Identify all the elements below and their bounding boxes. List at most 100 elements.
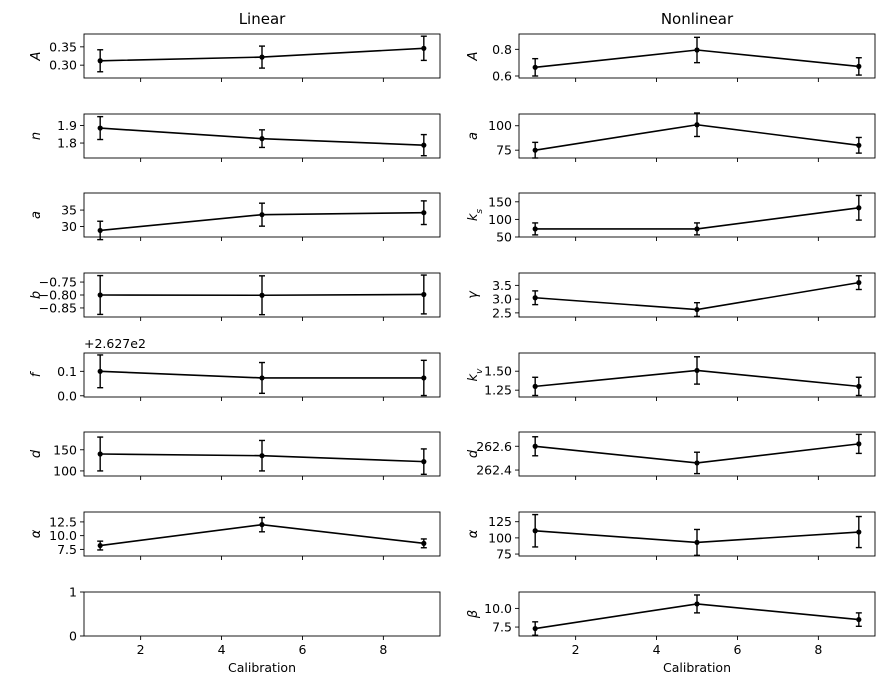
data-point xyxy=(421,540,427,546)
data-point xyxy=(694,460,700,466)
y-tick-label: 1.50 xyxy=(484,364,512,379)
y-tick-label: 2.5 xyxy=(492,305,512,320)
axes-frame xyxy=(83,431,441,477)
y-tick-label: 0.1 xyxy=(57,364,77,379)
y-tick-label: 10.0 xyxy=(484,601,512,616)
panel-nonlinear-4: 2.53.03.5 γ xyxy=(466,272,876,321)
x-axis-label: Calibration xyxy=(663,660,731,675)
y-tick-label: 50 xyxy=(496,230,512,245)
axes-frame xyxy=(518,352,876,398)
y-tick-label: 100 xyxy=(488,118,512,133)
y-tick-label: 0.8 xyxy=(492,42,512,57)
panel-linear-6: 100 150 d xyxy=(29,431,441,480)
data-point xyxy=(856,383,862,389)
panel-nonlinear-8: 7.5 10.0 2 4 6 8 Calibration β xyxy=(466,591,876,675)
data-point xyxy=(694,122,700,128)
y-axis-label: d xyxy=(29,449,44,458)
y-tick-label: 3.0 xyxy=(492,292,512,307)
x-tick-label: 4 xyxy=(218,642,226,657)
panel-linear-2: 1.8 1.9 n xyxy=(29,113,441,162)
y-tick-label: 75 xyxy=(496,143,512,158)
x-tick-label: 2 xyxy=(572,642,580,657)
data-point xyxy=(259,292,265,298)
y-tick-label: 30 xyxy=(61,219,77,234)
y-tick-label: 1.25 xyxy=(484,383,512,398)
x-axis-label: Calibration xyxy=(228,660,296,675)
y-tick-label: 35 xyxy=(61,203,77,218)
panel-nonlinear-2: 75 100 a xyxy=(466,112,876,162)
data-point xyxy=(532,383,538,389)
data-point xyxy=(259,54,265,60)
data-point xyxy=(532,625,538,632)
data-point xyxy=(856,142,862,148)
panel-linear-4: −0.85−0.80−0.75b xyxy=(29,272,441,321)
y-tick-label: 1.9 xyxy=(57,118,77,133)
y-tick-label: 7.5 xyxy=(492,620,512,635)
data-point xyxy=(856,616,862,623)
data-point xyxy=(97,368,103,374)
data-point xyxy=(97,542,103,549)
panel-linear-7: 7.510.012.5 α xyxy=(29,511,441,560)
y-tick-label: 100 xyxy=(488,530,512,545)
panel-nonlinear-1: 0.6 0.8 A xyxy=(466,33,876,84)
data-point xyxy=(259,136,265,142)
axes-frame xyxy=(83,113,441,159)
data-point xyxy=(421,142,427,148)
data-point xyxy=(532,226,538,232)
x-tick-label: 6 xyxy=(298,642,306,657)
data-point xyxy=(421,45,427,51)
y-tick-label: 262.6 xyxy=(476,439,512,454)
y-tick-label: 262.4 xyxy=(476,463,512,478)
data-point xyxy=(856,205,862,211)
y-tick-label: 125 xyxy=(488,514,512,529)
y-axis-label: α xyxy=(466,529,481,538)
y-tick-label: 100 xyxy=(53,463,77,478)
data-point xyxy=(532,528,538,534)
data-point xyxy=(694,601,700,607)
data-point xyxy=(421,459,427,465)
y-axis-label: a xyxy=(29,211,44,219)
data-point xyxy=(532,147,538,153)
data-point xyxy=(856,280,862,286)
y-tick-label: 0.6 xyxy=(492,69,512,84)
data-point xyxy=(532,443,538,449)
y-axis-label: γ xyxy=(466,290,481,299)
x-tick-label: 4 xyxy=(653,642,661,657)
panel-linear-1: 0.30 0.35 A xyxy=(29,33,441,82)
data-point xyxy=(694,367,700,374)
y-tick-label: 0.30 xyxy=(49,58,77,73)
data-point xyxy=(694,47,700,53)
y-axis-label: β xyxy=(466,610,481,619)
data-point xyxy=(532,295,538,301)
data-point xyxy=(532,64,538,70)
y-tick-label: −0.75 xyxy=(39,275,77,290)
data-point xyxy=(421,375,427,381)
panel-linear-8: 0 1 2 4 6 8 Calibration xyxy=(69,585,441,675)
axes-frame xyxy=(83,352,441,398)
data-point xyxy=(856,529,862,535)
y-tick-label: 3.5 xyxy=(492,278,512,293)
y-tick-label: 100 xyxy=(488,212,512,227)
y-tick-label: 1 xyxy=(69,585,77,600)
panel-nonlinear-6: 262.4 262.6d xyxy=(466,431,876,480)
axes-frame xyxy=(83,33,441,79)
x-tick-label: 8 xyxy=(379,642,387,657)
y-tick-label: −0.80 xyxy=(39,288,77,303)
x-tick-label: 8 xyxy=(814,642,822,657)
y-tick-label: −0.85 xyxy=(39,300,77,315)
data-point xyxy=(97,292,103,298)
data-point xyxy=(856,63,862,69)
y-offset-text: +2.627e2 xyxy=(84,336,146,351)
y-tick-label: 150 xyxy=(488,194,512,209)
data-point xyxy=(421,291,427,298)
y-tick-label: 75 xyxy=(496,547,512,562)
y-axis-label: f xyxy=(29,370,44,377)
data-point xyxy=(694,226,700,232)
y-tick-label: 7.5 xyxy=(57,542,77,557)
data-point xyxy=(97,125,103,131)
data-point xyxy=(97,451,103,457)
